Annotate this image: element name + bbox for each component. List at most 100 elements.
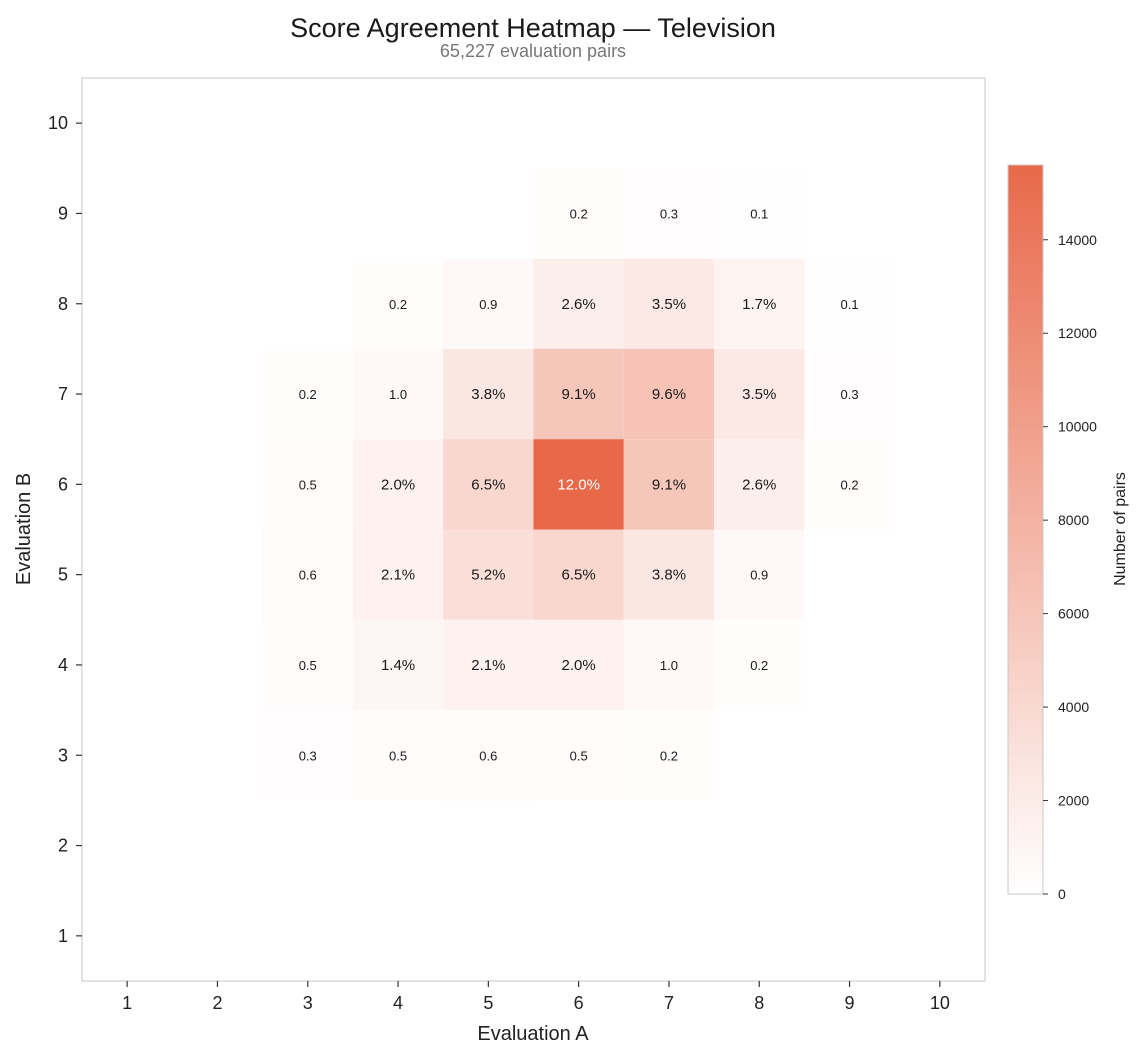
x-tick-label: 4 — [393, 993, 403, 1013]
cell-label-a3-b7: 0.2 — [299, 387, 317, 402]
heatmap-cell-a5-b2 — [443, 800, 534, 891]
cell-label-a7-b9: 0.3 — [660, 206, 678, 221]
cells-layer — [172, 168, 895, 891]
cell-label-a3-b4: 0.5 — [299, 658, 317, 673]
y-tick-label: 8 — [58, 294, 68, 314]
x-tick-label: 9 — [845, 993, 855, 1013]
y-axis-ticks: 1 2 3 4 5 6 7 8 9 10 — [48, 113, 82, 946]
heatmap-cell-a7-b3 — [623, 710, 715, 801]
cell-label-a3-b5: 0.6 — [299, 568, 317, 583]
cell-label-a6-b8: 2.6% — [562, 296, 596, 313]
cell-label-a4-b6: 2.0% — [381, 476, 415, 493]
cell-label-a8-b8: 1.7% — [742, 296, 776, 313]
cell-label-a6-b4: 2.0% — [562, 657, 596, 674]
heatmap-cell-a6-b6 — [533, 439, 624, 530]
heatmap-cell-a7-b9 — [623, 168, 715, 259]
cell-label-a6-b6: 12.0% — [557, 476, 600, 493]
y-tick-label: 2 — [58, 836, 68, 856]
colorbar-tick-label: 4000 — [1058, 699, 1089, 715]
cell-label-a6-b3: 0.5 — [570, 748, 588, 763]
cell-label-a4-b7: 1.0 — [389, 387, 407, 402]
heatmap-cell-a8-b7 — [714, 348, 805, 440]
x-tick-label: 5 — [483, 993, 493, 1013]
heatmap-cell-a4-b7 — [352, 348, 444, 440]
cell-label-a7-b8: 3.5% — [652, 296, 686, 313]
y-tick-label: 3 — [58, 745, 68, 765]
heatmap-cell-a8-b3 — [714, 710, 805, 801]
heatmap-cell-a8-b6 — [714, 439, 805, 530]
heatmap-cell-a3-b5 — [262, 529, 353, 620]
heatmap-cell-a3-b4 — [262, 619, 353, 711]
heatmap-cell-a6-b5 — [533, 529, 624, 620]
cell-label-a7-b4: 1.0 — [660, 658, 678, 673]
heatmap-cell-a7-b7 — [623, 348, 715, 440]
heatmap-cell-a7-b5 — [623, 529, 715, 620]
cell-label-a4-b5: 2.1% — [381, 567, 415, 584]
heatmap-cell-a6-b2 — [533, 800, 624, 891]
cell-label-a5-b3: 0.6 — [479, 748, 497, 763]
cell-label-a7-b5: 3.8% — [652, 567, 686, 584]
y-tick-label: 7 — [58, 384, 68, 404]
colorbar-tick-label: 6000 — [1058, 606, 1089, 622]
heatmap-cell-a7-b4 — [623, 619, 715, 711]
cell-label-a3-b6: 0.5 — [299, 477, 317, 492]
cell-label-a5-b4: 2.1% — [471, 657, 505, 674]
heatmap-cell-a3-b8 — [262, 258, 353, 349]
colorbar-ticks: 0 2000 4000 6000 8000 10000 12000 14000 — [1043, 232, 1097, 902]
cell-label-a7-b6: 9.1% — [652, 476, 686, 493]
x-tick-label: 10 — [930, 993, 950, 1013]
heatmap-cell-a3-b6 — [262, 439, 353, 530]
heatmap-cell-a6-b9 — [533, 168, 624, 259]
x-axis-label: Evaluation A — [477, 1023, 589, 1045]
colorbar — [1007, 164, 1044, 895]
x-tick-label: 7 — [664, 993, 674, 1013]
heatmap-cell-a4-b2 — [352, 800, 444, 891]
colorbar-tick-label: 8000 — [1058, 512, 1089, 528]
x-tick-label: 3 — [303, 993, 313, 1013]
x-tick-label: 2 — [212, 993, 222, 1013]
heatmap-cell-a9-b8 — [804, 258, 895, 349]
heatmap-cell-a6-b4 — [533, 619, 624, 711]
cell-label-a8-b7: 3.5% — [742, 386, 776, 403]
cell-label-a7-b3: 0.2 — [660, 748, 678, 763]
chart-title: Score Agreement Heatmap — Television — [290, 13, 776, 43]
cell-label-a8-b5: 0.9 — [750, 568, 768, 583]
cell-label-a4-b3: 0.5 — [389, 748, 407, 763]
cell-label-a6-b7: 9.1% — [562, 386, 596, 403]
cell-label-a5-b8: 0.9 — [479, 297, 497, 312]
colorbar-tick-label: 0 — [1058, 886, 1066, 902]
chart-subtitle: 65,227 evaluation pairs — [440, 41, 626, 61]
heatmap-cell-a3-b3 — [262, 710, 353, 801]
heatmap-cell-a6-b8 — [533, 258, 624, 349]
heatmap-cell-a2-b5 — [172, 529, 263, 620]
x-tick-label: 6 — [574, 993, 584, 1013]
heatmap-cell-a2-b4 — [172, 619, 263, 711]
x-tick-label: 1 — [122, 993, 132, 1013]
heatmap-cell-a9-b6 — [804, 439, 895, 530]
y-tick-label: 9 — [58, 203, 68, 223]
heatmap-cell-a3-b7 — [262, 348, 353, 440]
cell-label-a4-b8: 0.2 — [389, 297, 407, 312]
x-tick-label: 8 — [754, 993, 764, 1013]
heatmap-cell-a8-b5 — [714, 529, 805, 620]
heatmap-cell-a9-b7 — [804, 348, 895, 440]
heatmap-cell-a5-b6 — [443, 439, 534, 530]
colorbar-tick-label: 14000 — [1058, 232, 1097, 248]
heatmap-cell-a5-b9 — [443, 168, 534, 259]
cell-label-a5-b7: 3.8% — [471, 386, 505, 403]
heatmap-cell-a4-b6 — [352, 439, 444, 530]
heatmap-cell-a5-b4 — [443, 619, 534, 711]
colorbar-tick-label: 2000 — [1058, 793, 1089, 809]
cell-label-a5-b5: 5.2% — [471, 567, 505, 584]
heatmap-cell-a5-b7 — [443, 348, 534, 440]
y-tick-label: 6 — [58, 474, 68, 494]
heatmap-cell-a5-b3 — [443, 710, 534, 801]
colorbar-label: Number of pairs — [1112, 472, 1129, 586]
cell-label-a7-b7: 9.6% — [652, 386, 686, 403]
heatmap-cell-a4-b5 — [352, 529, 444, 620]
heatmap-cell-a7-b8 — [623, 258, 715, 349]
cell-label-a3-b3: 0.3 — [299, 748, 317, 763]
y-tick-label: 10 — [48, 113, 68, 133]
cell-label-a4-b4: 1.4% — [381, 657, 415, 674]
